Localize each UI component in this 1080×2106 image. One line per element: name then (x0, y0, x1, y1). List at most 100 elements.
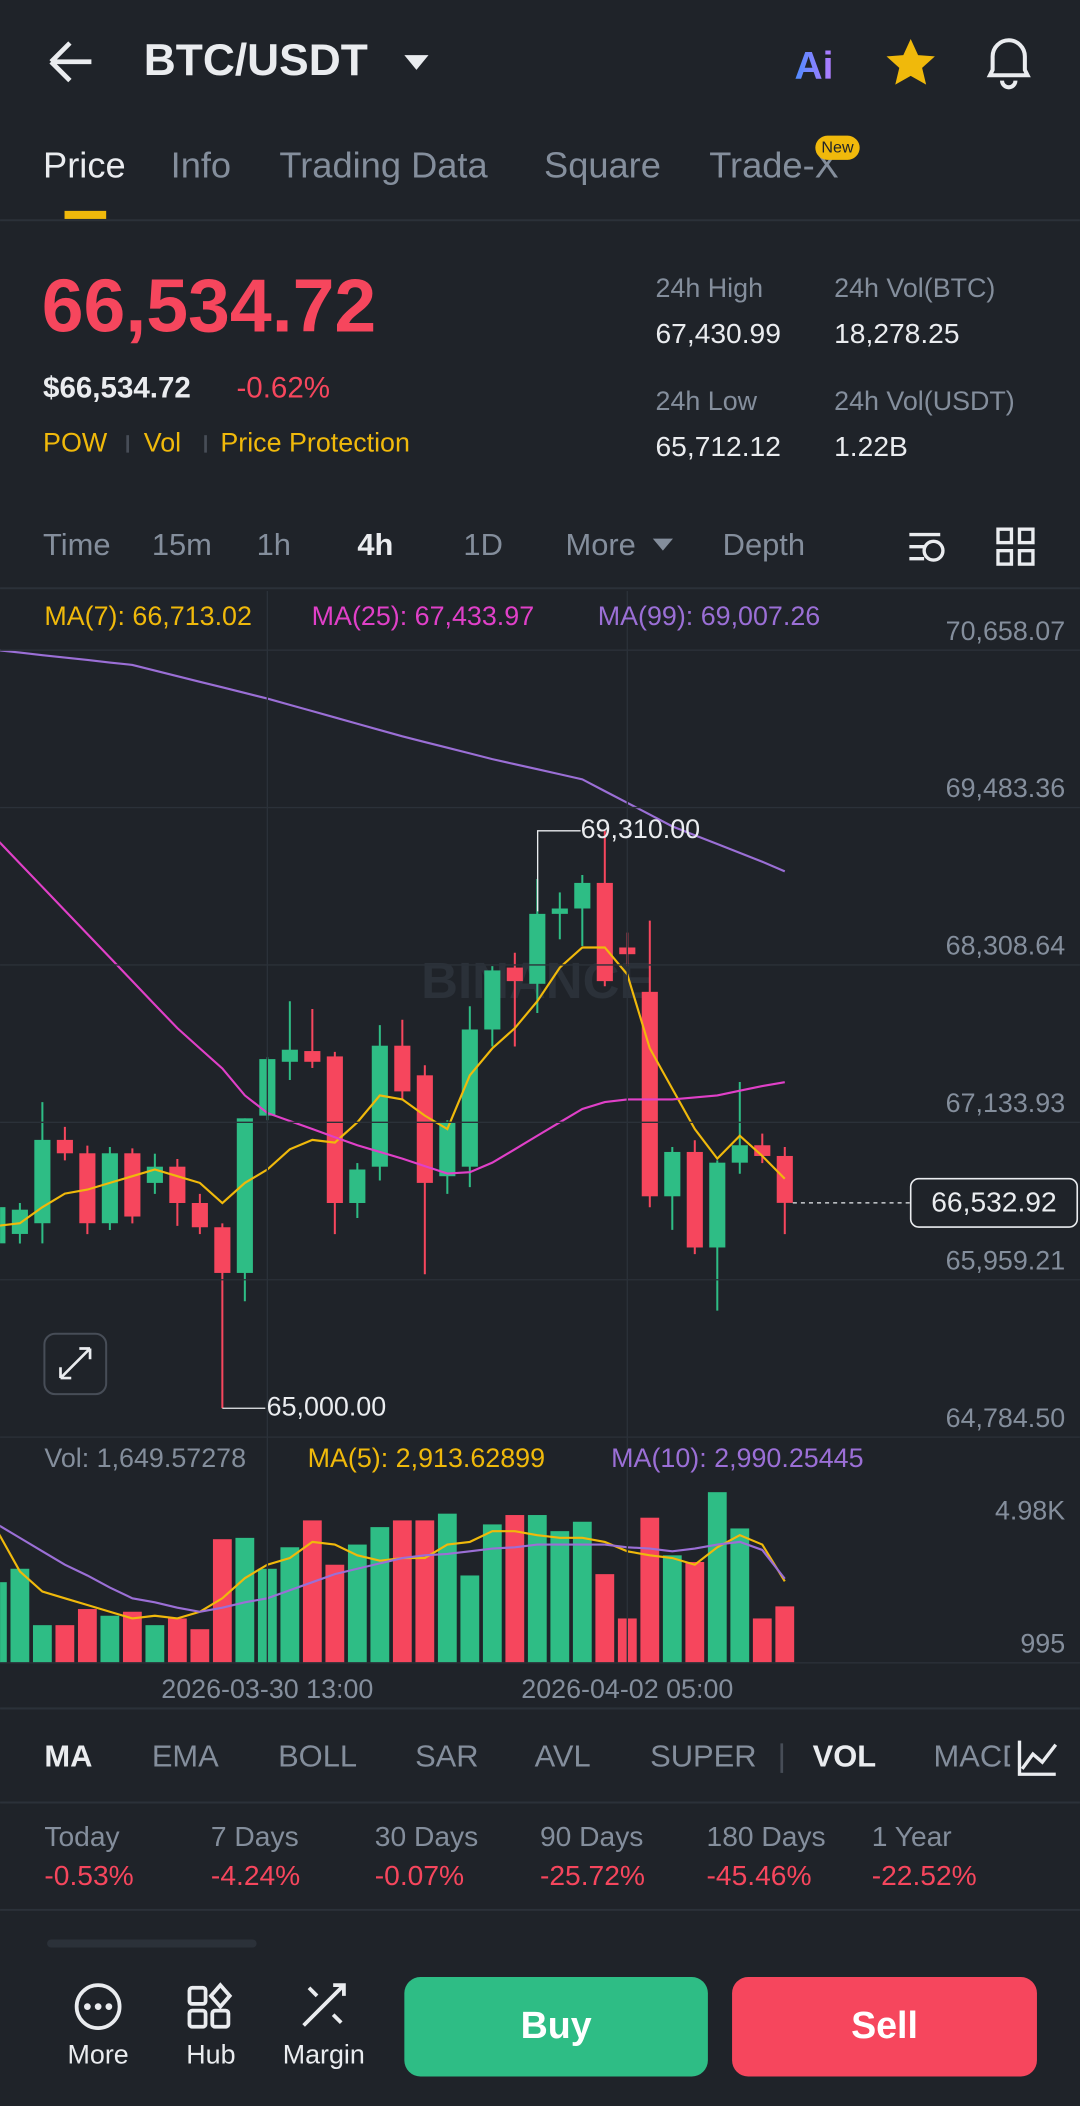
nav-label[interactable]: Hub (186, 2039, 235, 2069)
volume-bar (212, 1539, 232, 1663)
tag[interactable]: Price Protection (220, 428, 410, 458)
chart-labels: 64,784.50 65,959.21 67,133.93 68,308.64 69,4… (0, 590, 1080, 1704)
stat-value: 18,278.25 (834, 317, 959, 349)
volume-bar (10, 1568, 30, 1663)
volume-bar (145, 1625, 165, 1663)
indicator[interactable]: SUPER (650, 1738, 756, 1773)
interval[interactable]: 15m (152, 527, 212, 562)
indicator[interactable]: BOLL (278, 1738, 357, 1773)
candle-body (506, 967, 523, 982)
indicator[interactable]: SAR (415, 1738, 478, 1773)
legend-entry: MA(7): 66,713.02 (44, 601, 252, 631)
volume-bar (527, 1515, 547, 1663)
favorite-star[interactable] (886, 38, 935, 85)
candle-body (731, 1145, 748, 1163)
candle-body (664, 1151, 681, 1197)
tab[interactable]: Trading Data (279, 144, 488, 185)
nav-label[interactable]: Margin (283, 2039, 365, 2069)
more-dots (84, 2003, 113, 2010)
interval[interactable]: Depth (723, 527, 805, 562)
volume-bar (572, 1521, 592, 1663)
indicator[interactable]: EMA (152, 1738, 219, 1773)
sell-button[interactable] (732, 1977, 1037, 2077)
tab[interactable]: Price (43, 144, 126, 185)
candle-body (776, 1155, 793, 1203)
indicator[interactable]: MA (44, 1738, 92, 1773)
candle-body (641, 991, 658, 1197)
bell[interactable] (986, 38, 1031, 90)
interval[interactable]: 1h (257, 527, 291, 562)
tag[interactable]: Vol (144, 428, 181, 458)
candle-body (101, 1153, 118, 1224)
candle-body (34, 1139, 51, 1224)
x-tick-label: 2026-04-02 05:00 (521, 1674, 733, 1704)
indicator-separator (780, 1743, 784, 1773)
tab-indicator (64, 210, 107, 219)
candle-body (551, 908, 568, 914)
volume-bar (347, 1544, 367, 1663)
volume-bar (280, 1547, 300, 1663)
candle-body (709, 1162, 726, 1248)
pair-dropdown[interactable] (404, 55, 429, 70)
candle-body (686, 1151, 703, 1248)
y-tick-label: 68,308.64 (946, 931, 1066, 961)
interval[interactable]: Time (43, 527, 110, 562)
volume-bar (482, 1524, 502, 1663)
volume-bar (302, 1520, 322, 1663)
tag-separator (126, 435, 130, 453)
buy-button[interactable] (404, 1977, 708, 2077)
candle-body (484, 970, 501, 1030)
indicator[interactable]: AVL (535, 1738, 591, 1773)
more-dropdown[interactable] (652, 538, 673, 551)
period-value: -45.46% (707, 1859, 812, 1891)
volume-bar (550, 1531, 570, 1663)
last-price: 66,534.72 (42, 263, 377, 347)
period-value: -25.72% (540, 1859, 645, 1891)
pair-title[interactable]: BTC/USDT (144, 36, 368, 85)
volume-bar (190, 1629, 210, 1663)
candle-body (169, 1166, 186, 1203)
legend-entry: MA(5): 2,913.62899 (308, 1443, 545, 1473)
vol-ma-line (0, 1530, 786, 1620)
interval[interactable]: 4h (357, 527, 393, 562)
more-icon[interactable] (74, 1983, 122, 2030)
indicator-settings[interactable] (1017, 1740, 1058, 1776)
volume-bar (122, 1611, 142, 1663)
fiat-price: $66,534.72 (43, 371, 191, 404)
back-button[interactable] (49, 41, 92, 83)
candle-body (416, 1075, 433, 1183)
period-label: 7 Days (211, 1820, 299, 1852)
tag[interactable]: POW (43, 428, 108, 458)
indicator[interactable]: MACD (934, 1738, 1025, 1773)
indicator[interactable]: VOL (813, 1738, 876, 1773)
buy-label[interactable]: Buy (521, 2004, 592, 2046)
legend-entry: MA(25): 67,433.97 (312, 601, 534, 631)
ai-button[interactable]: Ai (795, 45, 834, 88)
tab[interactable]: Square (544, 144, 661, 185)
period-value: -0.53% (44, 1859, 133, 1891)
volume-bar (325, 1564, 345, 1663)
volume-bar (0, 1582, 7, 1663)
volume-bar (640, 1517, 660, 1663)
nav-label[interactable]: More (68, 2039, 129, 2069)
expand-icon (59, 1347, 92, 1380)
interval[interactable]: More (566, 527, 636, 562)
period-label: 1 Year (872, 1820, 952, 1852)
volume-bar (595, 1574, 615, 1663)
stat-label: 24h Vol(BTC) (834, 273, 995, 303)
stat-label: 24h High (656, 273, 764, 303)
period-label: 180 Days (707, 1820, 826, 1852)
margin-icon[interactable] (302, 1983, 346, 2027)
hub-icon[interactable] (187, 1982, 233, 2029)
candle-body (394, 1045, 411, 1092)
extreme-marker (536, 830, 581, 912)
y-tick-label: 67,133.93 (946, 1088, 1066, 1118)
tab[interactable]: Info (171, 144, 231, 185)
layout-button[interactable] (996, 527, 1035, 566)
chart-settings[interactable] (909, 532, 945, 562)
volume-bar (685, 1562, 705, 1663)
interval[interactable]: 1D (463, 527, 502, 562)
candle-body (754, 1145, 771, 1156)
y-tick-label: 69,483.36 (946, 773, 1066, 803)
sell-label[interactable]: Sell (851, 2004, 918, 2046)
